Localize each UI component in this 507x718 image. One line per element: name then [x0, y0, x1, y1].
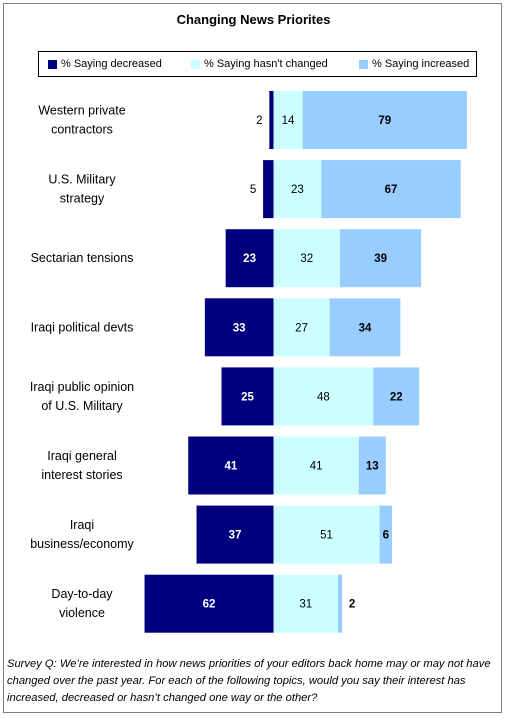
data-label-decreased: 2 — [256, 115, 262, 127]
category-label: Iraqi public opinion — [30, 380, 134, 394]
data-label-decreased: 23 — [243, 253, 256, 265]
legend-swatch-decreased — [48, 59, 57, 69]
data-label-increased: 13 — [366, 461, 379, 473]
data-label-decreased: 25 — [241, 391, 254, 403]
data-label-decreased: 37 — [229, 530, 242, 542]
legend-item-decreased: % Saying decreased — [48, 58, 162, 70]
data-label-unchanged: 51 — [320, 530, 333, 542]
category-label: business/economy — [30, 537, 134, 551]
data-label-unchanged: 41 — [310, 461, 323, 473]
legend-label-unchanged: % Saying hasn't changed — [204, 58, 328, 70]
data-label-increased: 2 — [349, 599, 355, 611]
legend-label-increased: % Saying increased — [372, 58, 470, 70]
data-label-increased: 79 — [378, 115, 391, 127]
legend: % Saying decreased % Saying hasn't chang… — [38, 51, 477, 77]
bar-decreased — [188, 436, 274, 495]
bar-increased — [337, 574, 343, 633]
data-label-decreased: 33 — [233, 322, 246, 334]
category-label: Western private — [38, 104, 125, 118]
bar-increased — [340, 229, 422, 288]
data-label-decreased: 41 — [224, 461, 237, 473]
chart-title: Changing News Priorites — [176, 12, 331, 27]
data-label-unchanged: 27 — [295, 322, 308, 334]
category-label: of U.S. Military — [41, 399, 123, 413]
bar-unchanged — [273, 505, 380, 564]
data-label-decreased: 62 — [203, 599, 216, 611]
legend-item-unchanged: % Saying hasn't changed — [191, 58, 328, 70]
bar-unchanged — [273, 91, 303, 149]
legend-item-increased: % Saying increased — [359, 58, 469, 70]
category-label: Iraqi general — [47, 449, 117, 463]
bar-decreased — [225, 229, 274, 288]
category-label: Sectarian tensions — [31, 251, 134, 265]
data-label-increased: 34 — [359, 322, 372, 334]
bar-decreased — [204, 298, 274, 357]
bar-unchanged — [273, 229, 341, 288]
data-label-unchanged: 48 — [317, 391, 330, 403]
bar-unchanged — [273, 436, 359, 495]
bar-unchanged — [273, 574, 338, 633]
chart-frame — [3, 3, 502, 713]
data-label-unchanged: 31 — [299, 599, 312, 611]
bar-decreased — [269, 91, 274, 149]
survey-note: Survey Q: We’re interested in how news p… — [7, 658, 491, 704]
bar-increased — [329, 298, 401, 357]
data-label-unchanged: 14 — [282, 115, 295, 127]
legend-swatch-unchanged — [191, 59, 200, 69]
bar-unchanged — [273, 298, 330, 357]
category-label: violence — [59, 606, 105, 620]
category-label: U.S. Military — [48, 173, 116, 187]
bar-decreased — [196, 505, 274, 564]
data-label-increased: 22 — [390, 391, 403, 403]
bar-decreased — [263, 160, 274, 219]
bar-unchanged — [273, 367, 374, 426]
legend-label-decreased: % Saying decreased — [61, 58, 162, 70]
data-label-decreased: 5 — [250, 184, 256, 196]
category-label: Iraqi political devts — [31, 320, 134, 334]
legend-swatch-increased — [359, 59, 368, 69]
data-label-unchanged: 32 — [300, 253, 313, 265]
data-label-increased: 39 — [374, 253, 387, 265]
bar-increased — [302, 91, 467, 149]
category-label: strategy — [60, 192, 105, 206]
category-label: Iraqi — [70, 518, 94, 532]
data-label-unchanged: 23 — [291, 184, 304, 196]
category-label: Day-to-day — [51, 587, 113, 601]
category-label: interest stories — [41, 468, 122, 482]
bar-increased — [321, 160, 461, 219]
data-label-increased: 67 — [385, 184, 398, 196]
bar-decreased — [144, 574, 274, 633]
category-label: contractors — [51, 123, 113, 137]
bar-increased — [358, 436, 386, 495]
bar-increased — [373, 367, 420, 426]
bar-increased — [379, 505, 393, 564]
bar-decreased — [221, 367, 274, 426]
bar-unchanged — [273, 160, 322, 219]
data-label-increased: 6 — [383, 530, 389, 542]
